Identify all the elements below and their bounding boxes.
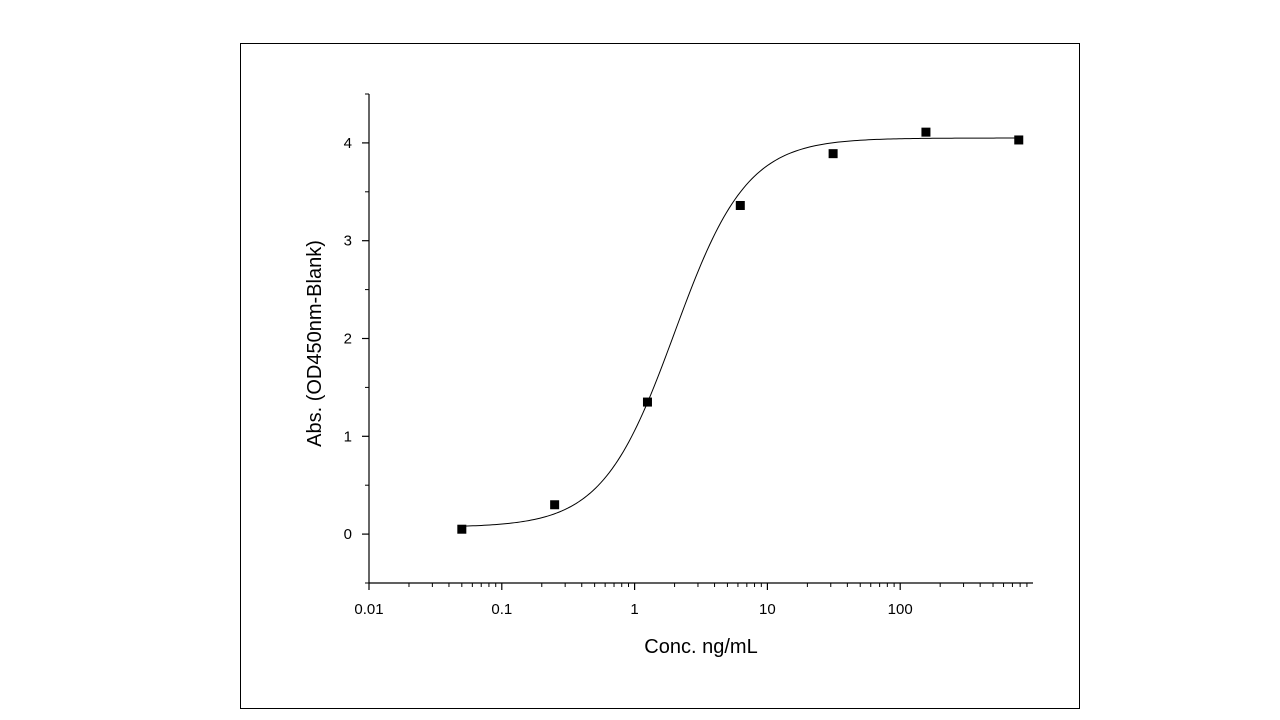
fit-curve-group bbox=[461, 137, 1019, 527]
data-point bbox=[921, 127, 931, 137]
x-axis-title: Conc. ng/mL bbox=[644, 636, 757, 658]
x-tick-label: 0.01 bbox=[354, 601, 383, 618]
y-tick-label: 2 bbox=[344, 331, 352, 348]
y-tick-label: 0 bbox=[344, 526, 352, 543]
y-tick-label: 3 bbox=[344, 233, 352, 250]
data-point bbox=[828, 149, 838, 159]
y-tick-label: 1 bbox=[344, 428, 352, 445]
data-point bbox=[457, 524, 467, 534]
x-tick-label: 100 bbox=[888, 601, 913, 618]
y-axis-title: Abs. (OD450nm-Blank) bbox=[304, 240, 326, 447]
chart-frame: 0.01 0.1 1 10 100 0 1 2 3 4 Conc. ng/mL Abs. (OD4… bbox=[240, 43, 1080, 709]
y-tick-label: 4 bbox=[344, 135, 352, 152]
x-tick-label: 1 bbox=[630, 601, 638, 618]
data-point bbox=[1014, 135, 1024, 145]
data-point bbox=[642, 397, 652, 407]
x-tick-label: 10 bbox=[759, 601, 776, 618]
chart: 0.01 0.1 1 10 100 0 1 2 3 4 Conc. ng/mL Abs. (OD4… bbox=[304, 93, 1033, 658]
fit-curve bbox=[461, 137, 1019, 527]
x-tick-label: 0.1 bbox=[491, 601, 512, 618]
data-point bbox=[735, 200, 745, 210]
data-points bbox=[457, 127, 1024, 534]
axes: 0.01 0.1 1 10 100 0 1 2 3 4 bbox=[344, 93, 1033, 618]
data-point bbox=[550, 500, 560, 510]
